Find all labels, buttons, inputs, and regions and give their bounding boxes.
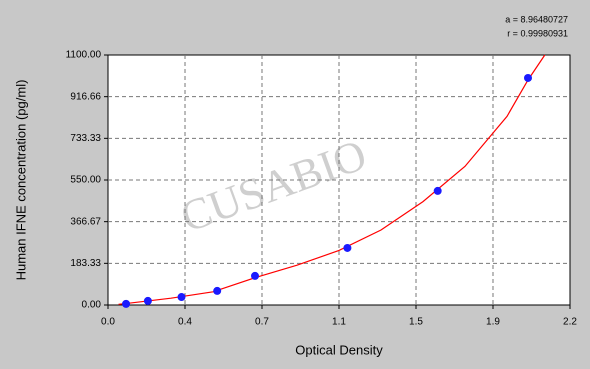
data-point — [524, 73, 532, 82]
x-tick-label: 2.2 — [563, 317, 577, 328]
annotation: r = 0.99980931 — [507, 28, 568, 38]
data-point — [177, 293, 186, 302]
y-tick-label: 1100.00 — [66, 50, 102, 61]
x-tick-label: 0.0 — [101, 317, 115, 328]
annotation: a = 8.96480727 — [505, 14, 568, 24]
y-tick-label: 916.66 — [70, 91, 101, 102]
data-point — [143, 296, 152, 305]
data-point — [122, 299, 131, 308]
x-tick-label: 1.1 — [332, 317, 346, 328]
x-tick-label: 0.4 — [178, 317, 192, 328]
y-tick-label: 0.00 — [82, 300, 102, 311]
x-axis-label: Optical Density — [295, 342, 383, 357]
y-tick-label: 366.67 — [70, 216, 101, 227]
y-tick-label: 733.33 — [70, 133, 101, 144]
data-point — [251, 271, 259, 280]
y-tick-label: 183.33 — [70, 258, 101, 269]
data-point — [343, 243, 352, 252]
x-tick-label: 0.7 — [255, 317, 269, 328]
fit-curve — [118, 54, 546, 305]
y-axis-label: Human IFNE concentration (pg/ml) — [13, 80, 28, 281]
x-tick-label: 1.5 — [409, 317, 423, 328]
y-tick-label: 550.00 — [70, 175, 101, 186]
data-point — [433, 186, 442, 195]
x-tick-label: 1.9 — [486, 317, 500, 328]
data-point — [213, 286, 222, 295]
